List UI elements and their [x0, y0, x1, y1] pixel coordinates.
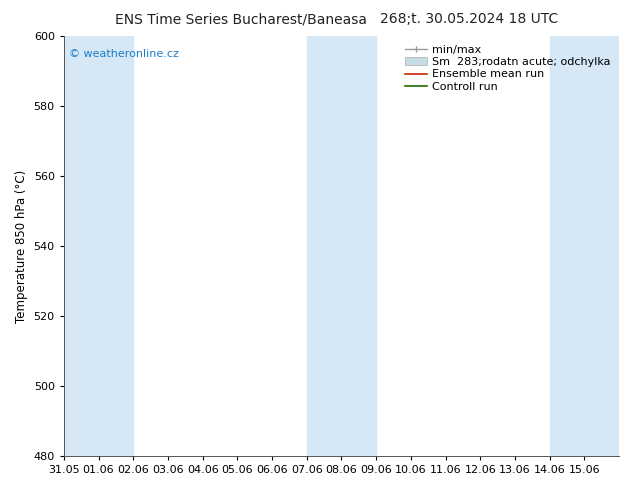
- Bar: [307, 36, 376, 456]
- Text: 268;t. 30.05.2024 18 UTC: 268;t. 30.05.2024 18 UTC: [380, 12, 559, 26]
- Text: © weatheronline.cz: © weatheronline.cz: [69, 49, 179, 59]
- Y-axis label: Temperature 850 hPa (°C): Temperature 850 hPa (°C): [15, 170, 28, 323]
- Bar: [64, 36, 133, 456]
- Legend: min/max, Sm  283;rodatn acute; odchylka, Ensemble mean run, Controll run: min/max, Sm 283;rodatn acute; odchylka, …: [401, 42, 614, 95]
- Text: ENS Time Series Bucharest/Baneasa: ENS Time Series Bucharest/Baneasa: [115, 12, 367, 26]
- Bar: [550, 36, 619, 456]
